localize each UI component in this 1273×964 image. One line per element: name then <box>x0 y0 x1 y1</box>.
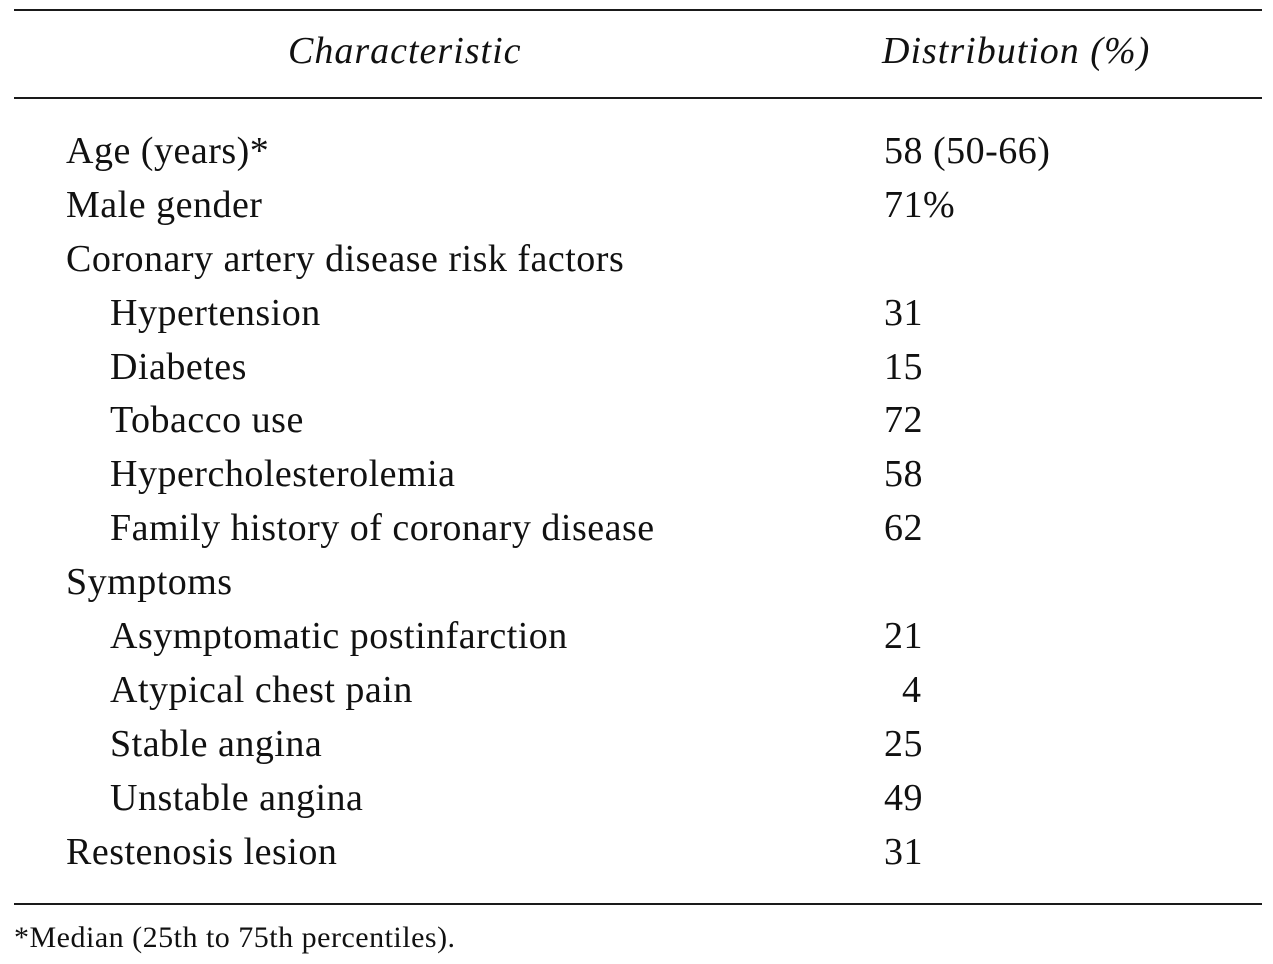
row-label: Tobacco use <box>110 399 304 442</box>
row-value: 58 (50-66) <box>884 130 1051 172</box>
table-row: Unstable angina 49 <box>0 771 1273 825</box>
table-row: Hypertension 31 <box>0 286 1273 340</box>
table-row: Atypical chest pain 4 <box>0 663 1273 717</box>
table-body: Age (years)* 58 (50-66) Male gender 71% … <box>0 124 1273 878</box>
row-label: Symptoms <box>66 561 233 604</box>
row-label: Diabetes <box>110 345 247 388</box>
table-row-section-heading: Coronary artery disease risk factors <box>0 232 1273 286</box>
row-label: Hypercholesterolemia <box>110 453 456 496</box>
row-label: Restenosis lesion <box>66 830 338 873</box>
row-value: 72 <box>884 399 923 442</box>
row-label: Family history of coronary disease <box>110 507 655 550</box>
row-label: Hypertension <box>110 291 321 334</box>
table-row: Family history of coronary disease 62 <box>0 501 1273 555</box>
row-label: Unstable angina <box>110 776 364 819</box>
row-label: Coronary artery disease risk factors <box>66 237 625 280</box>
table-top-rule <box>14 9 1262 11</box>
table-header-rule <box>14 97 1262 99</box>
row-value: 15 <box>884 345 923 388</box>
row-value: 31 <box>884 830 923 873</box>
row-value: 31 <box>884 291 923 334</box>
table-row: Stable angina 25 <box>0 717 1273 771</box>
table-footnote: *Median (25th to 75th percentiles). <box>14 921 456 954</box>
column-header-distribution: Distribution (%) <box>882 30 1151 72</box>
row-label: Stable angina <box>110 722 323 765</box>
table-row: Restenosis lesion 31 <box>0 825 1273 879</box>
table-row: Male gender 71% <box>0 178 1273 232</box>
row-value: 25 <box>884 722 923 765</box>
row-value: 21 <box>884 615 923 658</box>
table-row: Asymptomatic postinfarction 21 <box>0 609 1273 663</box>
row-value: 71% <box>884 183 956 226</box>
table-row: Diabetes 15 <box>0 340 1273 394</box>
row-value: 62 <box>884 507 923 550</box>
row-label: Age (years)* <box>66 130 270 172</box>
column-header-characteristic: Characteristic <box>288 30 522 72</box>
row-value: 58 <box>884 453 923 496</box>
row-label: Male gender <box>66 183 263 226</box>
row-value: 4 <box>902 668 922 711</box>
row-label: Asymptomatic postinfarction <box>110 615 568 658</box>
table-row: Hypercholesterolemia 58 <box>0 447 1273 501</box>
row-value: 49 <box>884 776 923 819</box>
table-row-section-heading: Symptoms <box>0 555 1273 609</box>
table-row: Tobacco use 72 <box>0 393 1273 447</box>
row-label: Atypical chest pain <box>110 668 413 711</box>
table-row: Age (years)* 58 (50-66) <box>0 124 1273 178</box>
table-bottom-rule <box>14 903 1262 905</box>
